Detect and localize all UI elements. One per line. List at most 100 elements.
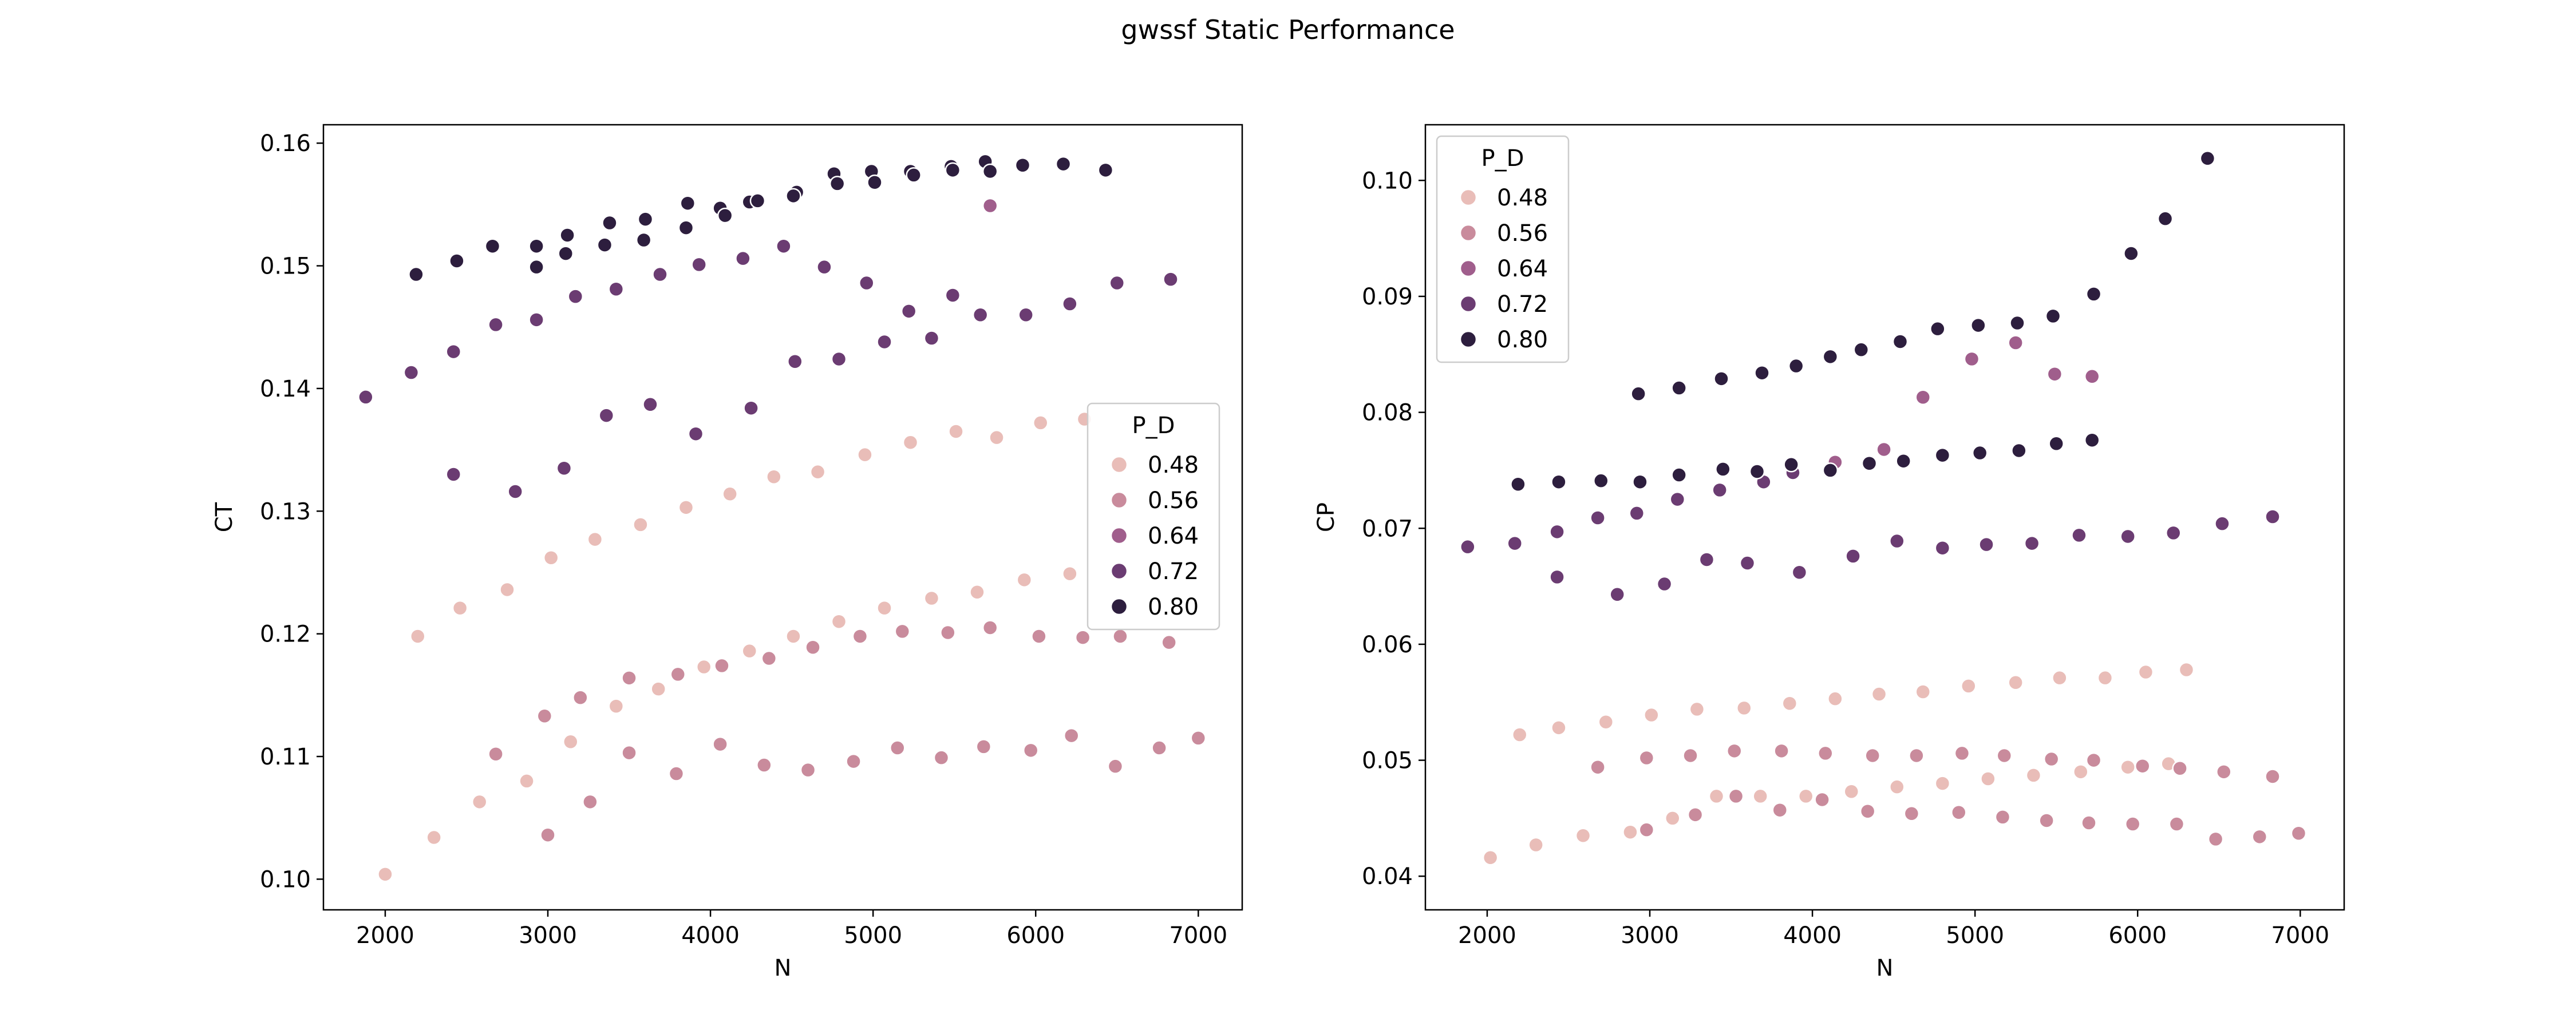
data-point-072-10 [1609, 587, 1625, 603]
data-point-056-25 [2038, 813, 2055, 829]
x-tick-label: 3000 [1621, 922, 1679, 949]
data-point-056-31 [2290, 825, 2307, 841]
data-point-056-17 [1687, 807, 1704, 823]
data-point-056-16 [540, 827, 556, 843]
data-point-072-7 [652, 266, 668, 283]
data-point-080-17 [1055, 156, 1072, 172]
data-point-080-28 [867, 175, 883, 191]
data-point-072-5 [567, 288, 584, 304]
data-point-080-19 [528, 259, 544, 275]
data-point-048-30 [1033, 415, 1049, 431]
data-point-080-1 [1551, 474, 1567, 490]
data-point-072-13 [445, 466, 462, 482]
data-point-072-1 [403, 365, 420, 381]
data-point-056-18 [1728, 788, 1744, 805]
data-point-080-23 [678, 220, 694, 236]
x-tick-label: 4000 [681, 922, 740, 949]
y-tick-label: 0.15 [260, 253, 311, 280]
plot-frame [1424, 124, 2345, 911]
data-point-080-8 [1822, 462, 1839, 478]
data-point-056-24 [890, 740, 906, 756]
data-point-048-23 [1827, 691, 1843, 707]
data-point-072-4 [528, 312, 544, 328]
data-point-080-24 [1930, 320, 1946, 337]
legend-label-048: 0.48 [1497, 185, 1548, 211]
data-point-048-5 [1708, 788, 1725, 805]
legend-marker-064 [1459, 259, 1477, 278]
data-point-056-2 [1682, 747, 1698, 764]
data-point-056-10 [940, 624, 956, 641]
data-point-080-4 [1671, 467, 1687, 483]
data-point-080-22 [1853, 342, 1870, 358]
data-point-064-5 [2046, 366, 2063, 382]
legend-marker-048 [1459, 188, 1477, 207]
data-point-056-12 [1031, 628, 1047, 644]
data-point-048-20 [587, 531, 603, 548]
data-point-048-20 [1689, 701, 1705, 718]
data-point-056-9 [1996, 747, 2013, 764]
data-point-056-7 [1909, 747, 1925, 764]
data-point-048-31 [2178, 661, 2195, 678]
data-point-080-27 [829, 176, 846, 192]
data-point-080-4 [559, 227, 575, 243]
legend-label-064: 0.64 [1148, 523, 1199, 549]
data-point-072-17 [1934, 540, 1951, 556]
data-point-072-4 [1629, 505, 1645, 521]
data-point-080-0 [408, 266, 424, 283]
data-point-080-21 [596, 237, 613, 253]
data-point-056-14 [2216, 764, 2232, 780]
data-point-048-21 [1736, 700, 1752, 716]
data-point-080-29 [2123, 245, 2139, 262]
data-point-048-18 [499, 581, 515, 598]
data-point-072-29 [1109, 275, 1125, 291]
data-point-080-16 [1014, 157, 1031, 173]
y-tick-label: 0.10 [1362, 168, 1413, 194]
data-point-056-17 [582, 794, 598, 810]
data-point-072-0 [358, 389, 374, 405]
data-point-080-2 [484, 238, 501, 254]
data-point-080-12 [1971, 445, 1988, 461]
data-point-048-17 [1551, 720, 1567, 736]
x-tick-label: 3000 [519, 922, 577, 949]
data-point-048-26 [1961, 678, 1977, 694]
data-point-080-2 [1593, 473, 1609, 489]
data-point-064-2 [1915, 389, 1931, 405]
y-tick-label: 0.11 [260, 744, 311, 770]
data-point-048-6 [1752, 788, 1768, 805]
y-axis-label: CP [1313, 502, 1340, 532]
data-point-048-13 [2073, 764, 2089, 780]
data-point-072-18 [688, 426, 704, 442]
data-point-048-1 [1528, 837, 1544, 853]
data-point-048-28 [2052, 670, 2068, 686]
legend-label-056: 0.56 [1497, 220, 1548, 247]
data-point-048-4 [1665, 810, 1681, 826]
data-point-056-22 [1903, 806, 1920, 822]
data-point-048-16 [410, 628, 426, 644]
data-point-080-14 [2048, 435, 2064, 452]
data-point-056-28 [1063, 727, 1080, 744]
data-point-072-15 [556, 460, 572, 476]
data-point-072-16 [598, 407, 615, 423]
data-point-048-0 [1482, 850, 1499, 866]
data-point-056-9 [894, 623, 911, 640]
data-point-056-5 [714, 657, 730, 674]
legend-label-064: 0.64 [1497, 256, 1548, 282]
data-point-080-29 [906, 167, 922, 183]
data-point-056-6 [761, 650, 777, 667]
data-point-080-20 [1788, 358, 1804, 374]
data-point-056-25 [933, 750, 950, 766]
y-tick-label: 0.08 [1362, 400, 1413, 426]
data-point-048-29 [989, 429, 1005, 446]
data-point-080-23 [1892, 334, 1909, 350]
data-point-080-6 [637, 211, 654, 227]
data-point-072-12 [859, 275, 875, 291]
data-point-056-21 [1859, 803, 1876, 819]
legend-marker-056 [1110, 491, 1128, 509]
data-point-072-14 [507, 484, 523, 500]
data-point-072-15 [1845, 548, 1861, 564]
data-point-056-0 [488, 746, 504, 762]
data-point-056-19 [668, 766, 685, 782]
data-point-048-9 [1889, 779, 1905, 795]
